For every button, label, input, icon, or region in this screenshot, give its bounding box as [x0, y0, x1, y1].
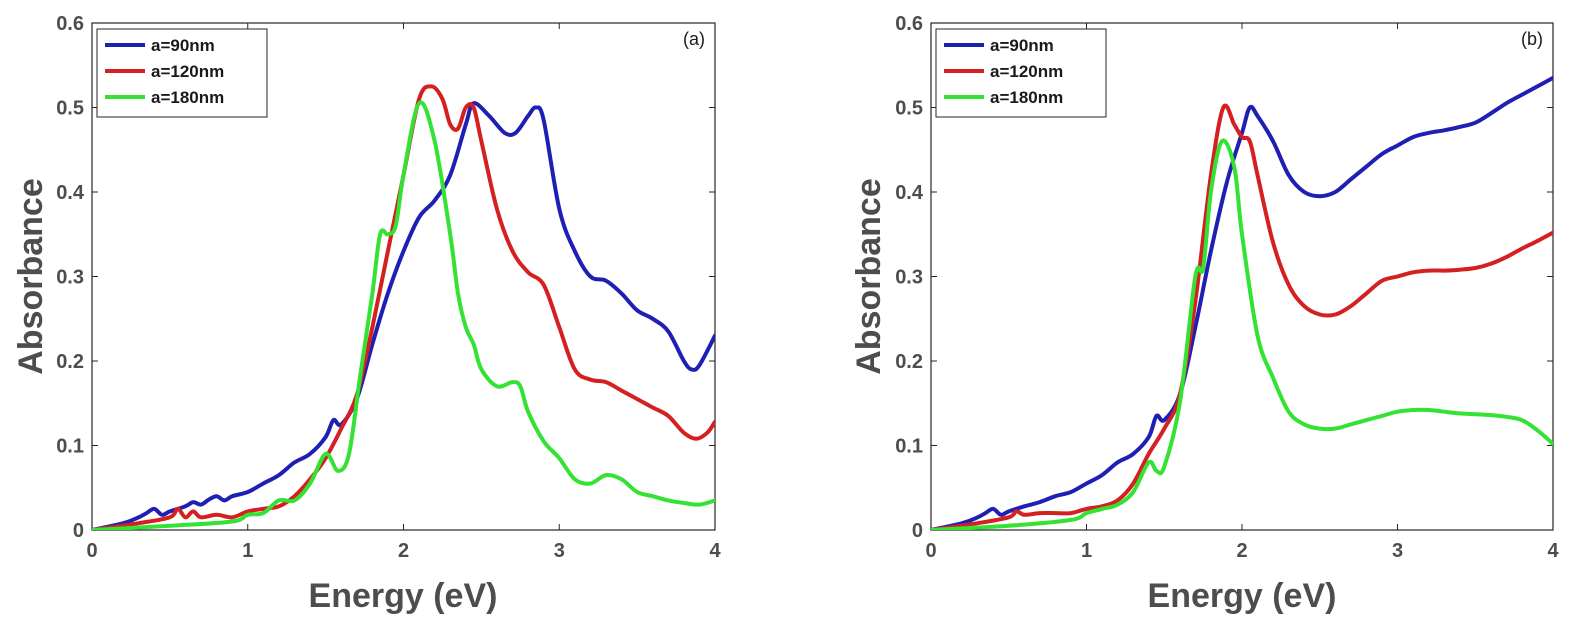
y-axis-label: Absorbance	[850, 178, 888, 375]
series-line-a-120nm	[92, 84, 715, 530]
legend-entry: a=90nm	[990, 36, 1054, 55]
x-tick-label: 2	[398, 540, 409, 562]
x-tick-label: 3	[554, 540, 565, 562]
x-axis-label: Energy (eV)	[1148, 577, 1337, 615]
panel-label: (a)	[683, 29, 705, 49]
series-group	[92, 84, 715, 530]
x-tick-label: 3	[1392, 540, 1403, 562]
y-tick-label: 0	[73, 520, 84, 542]
chart-panel-b: 0 0.1 0.2 0.3 0.4 0.5 0.6 0 1 2 3 4 Energy (eV) Absor…	[850, 13, 1559, 615]
y-tick-label: 0	[912, 520, 923, 542]
chart-panel-a: 0 0.1 0.2 0.3 0.4 0.5 0.6 0 1 2 3 4 Energy (eV) Absor…	[12, 13, 721, 615]
y-tick-label: 0.4	[895, 182, 924, 204]
y-axis-label: Absorbance	[12, 178, 50, 375]
series-line-a-180nm	[931, 138, 1553, 530]
series-line-a-90nm	[931, 75, 1553, 530]
y-tick-label: 0.1	[895, 436, 923, 458]
y-tick-label: 0.3	[56, 267, 84, 289]
series-line-a-90nm	[92, 101, 715, 530]
legend: a=90nm a=120nm a=180nm	[96, 28, 268, 118]
y-tick-label: 0.2	[895, 351, 923, 373]
legend-entry: a=120nm	[990, 62, 1063, 81]
y-tick-label: 0.5	[895, 98, 923, 120]
y-tick-label: 0.2	[56, 351, 84, 373]
legend-entry: a=180nm	[151, 88, 224, 107]
y-tick-label: 0.1	[56, 436, 84, 458]
x-tick-label: 2	[1236, 540, 1247, 562]
x-tick-label: 1	[242, 540, 253, 562]
x-axis-label: Energy (eV)	[309, 577, 498, 615]
legend-entry: a=120nm	[151, 62, 224, 81]
x-tick-label: 0	[86, 540, 97, 562]
legend-entry: a=180nm	[990, 88, 1063, 107]
y-tick-label: 0.3	[895, 267, 923, 289]
y-tick-label: 0.6	[895, 13, 923, 35]
x-tick-label: 0	[925, 540, 936, 562]
x-tick-label: 4	[1547, 540, 1559, 562]
legend-entry: a=90nm	[151, 36, 215, 55]
x-tick-label: 1	[1081, 540, 1092, 562]
series-line-a-180nm	[92, 100, 715, 530]
y-tick-label: 0.4	[56, 182, 85, 204]
y-tick-label: 0.6	[56, 13, 84, 35]
series-line-a-120nm	[931, 103, 1553, 530]
x-tick-label: 4	[709, 540, 721, 562]
series-group	[931, 75, 1553, 530]
legend: a=90nm a=120nm a=180nm	[935, 28, 1107, 118]
panel-label: (b)	[1521, 29, 1543, 49]
y-tick-label: 0.5	[56, 98, 84, 120]
